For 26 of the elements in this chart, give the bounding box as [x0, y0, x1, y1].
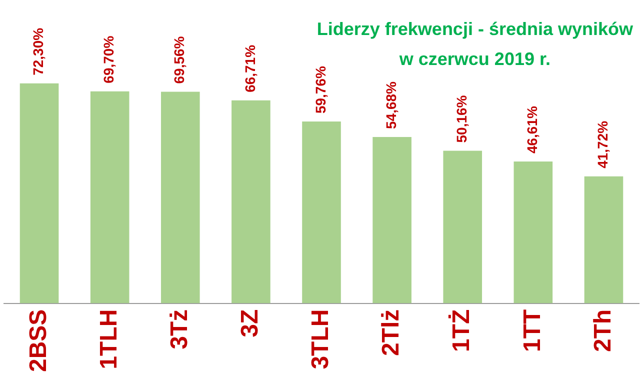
data-label: 66,71%: [242, 44, 258, 92]
bar: [160, 92, 200, 304]
x-tick-label: 3Z: [236, 309, 264, 338]
data-label: 54,68%: [382, 80, 399, 130]
bar: [514, 162, 553, 304]
x-tick-label: 3Tż: [166, 309, 194, 350]
data-label: 50,16%: [453, 94, 470, 143]
bar: [443, 150, 482, 304]
data-label: 69,56%: [171, 36, 188, 84]
x-tick-label: 2Th: [589, 309, 616, 352]
x-tick-label: 1TLH: [95, 309, 122, 370]
bar: [90, 91, 130, 304]
data-label: 69,70%: [100, 35, 117, 84]
bar: [20, 83, 59, 304]
x-tick-label: 2BSS: [24, 309, 52, 372]
bar: [232, 100, 270, 304]
x-tick-label: 2Tlż: [378, 309, 405, 356]
x-tick-label: 1TŻ: [448, 309, 476, 352]
bar: [584, 176, 624, 304]
data-label: 72,30%: [30, 27, 46, 76]
data-label: 46,61%: [524, 106, 540, 154]
bar: [302, 122, 341, 304]
bar: [372, 137, 412, 304]
x-tick-label: 1TT: [518, 308, 546, 352]
x-tick-label: 3TLH: [307, 309, 334, 370]
data-label: 41,72%: [594, 120, 611, 168]
